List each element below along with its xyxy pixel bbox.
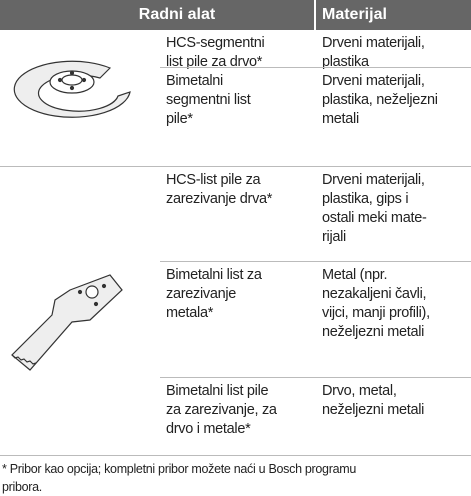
material-text: neželjezni metali bbox=[322, 402, 425, 418]
material-text: ostali meki mate- bbox=[322, 210, 427, 226]
material-text: vijci, manji profili), bbox=[322, 305, 430, 321]
material-text: nezakaljeni čavli, bbox=[322, 286, 427, 302]
material-text: neželjezni metali bbox=[322, 324, 425, 340]
row-divider bbox=[160, 67, 471, 68]
material-text: plastika, neželjezni bbox=[322, 92, 438, 108]
footnote: * Pribor kao opcija; kompletni pribor mo… bbox=[2, 462, 356, 476]
material-text: Drvo, metal, bbox=[322, 383, 397, 399]
tool-text: segmentni list bbox=[166, 92, 251, 108]
plunge-blade-image bbox=[11, 274, 123, 371]
tool-text: drvo i metale* bbox=[166, 421, 251, 437]
header-material: Materijal bbox=[316, 0, 471, 30]
table-bottom bbox=[0, 455, 471, 456]
row-divider bbox=[0, 166, 471, 167]
tool-text: zarezivanje drva* bbox=[166, 191, 273, 207]
tool-text: metala* bbox=[166, 305, 214, 321]
material-text: Drveni materijali, bbox=[322, 35, 425, 51]
segment-blade-image bbox=[13, 60, 131, 118]
tool-text: list pile za drvo* bbox=[166, 54, 263, 70]
material-text: Metal (npr. bbox=[322, 267, 388, 283]
tool-text: Bimetalni list za bbox=[166, 267, 262, 283]
material-text: rijali bbox=[322, 229, 346, 245]
tool-images bbox=[11, 60, 131, 371]
tool-text: za zarezivanje, za bbox=[166, 402, 277, 418]
material-text: metali bbox=[322, 111, 359, 127]
tool-text: zarezivanje bbox=[166, 286, 237, 302]
material-text: Drveni materijali, bbox=[322, 73, 425, 89]
material-text: plastika, gips i bbox=[322, 191, 409, 207]
tool-text: Bimetalni list pile bbox=[166, 383, 269, 399]
material-text: plastika bbox=[322, 54, 369, 70]
footnote: pribora. bbox=[2, 480, 42, 494]
tool-text: HCS-list pile za bbox=[166, 172, 261, 188]
tool-text: pile* bbox=[166, 111, 193, 127]
row-divider bbox=[160, 377, 471, 378]
row-divider bbox=[160, 261, 471, 262]
tool-text: HCS-segmentni bbox=[166, 35, 265, 51]
material-text: Drveni materijali, bbox=[322, 172, 425, 188]
header-tool: Radni alat bbox=[0, 0, 314, 30]
tool-text: Bimetalni bbox=[166, 73, 223, 89]
